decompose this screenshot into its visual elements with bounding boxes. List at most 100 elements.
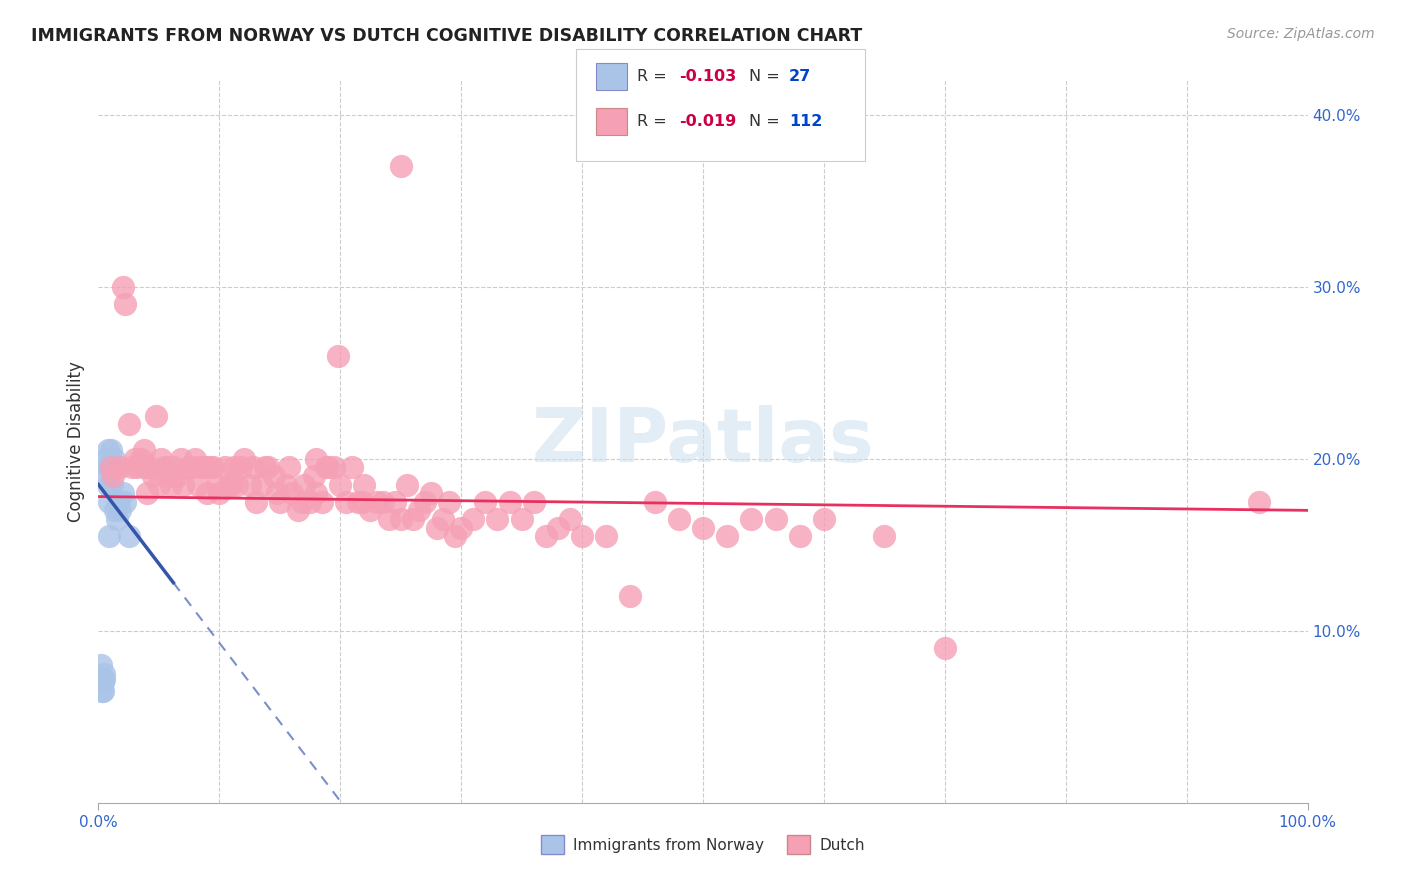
- Y-axis label: Cognitive Disability: Cognitive Disability: [66, 361, 84, 522]
- Text: -0.019: -0.019: [679, 114, 737, 128]
- Point: [114, 297, 136, 311]
- Point: [934, 640, 956, 655]
- Point: [316, 460, 339, 475]
- Point: [420, 486, 443, 500]
- Point: [245, 494, 267, 508]
- Point: [292, 477, 315, 491]
- Point: [426, 520, 449, 534]
- Text: Source: ZipAtlas.com: Source: ZipAtlas.com: [1227, 27, 1375, 41]
- Point: [91, 684, 114, 698]
- Point: [169, 451, 191, 466]
- Text: ZIPatlas: ZIPatlas: [531, 405, 875, 478]
- Point: [107, 494, 129, 508]
- Point: [153, 460, 176, 475]
- Point: [97, 443, 120, 458]
- Point: [111, 279, 134, 293]
- Point: [716, 529, 738, 543]
- Point: [93, 672, 115, 686]
- Point: [226, 477, 249, 491]
- Point: [184, 451, 207, 466]
- Point: [129, 451, 152, 466]
- Point: [366, 494, 388, 508]
- Point: [103, 451, 125, 466]
- Point: [94, 469, 117, 483]
- Point: [444, 529, 467, 543]
- Text: R =: R =: [637, 114, 672, 128]
- Point: [134, 460, 156, 475]
- Point: [789, 529, 811, 543]
- Point: [195, 486, 218, 500]
- Point: [287, 503, 309, 517]
- Point: [534, 529, 557, 543]
- Point: [595, 529, 617, 543]
- Point: [450, 520, 472, 534]
- Point: [395, 477, 418, 491]
- Point: [135, 486, 157, 500]
- Point: [498, 494, 520, 508]
- Point: [558, 512, 581, 526]
- Point: [94, 451, 117, 466]
- Point: [229, 460, 252, 475]
- Point: [100, 477, 122, 491]
- Text: IMMIGRANTS FROM NORWAY VS DUTCH COGNITIVE DISABILITY CORRELATION CHART: IMMIGRANTS FROM NORWAY VS DUTCH COGNITIV…: [31, 27, 862, 45]
- Point: [305, 486, 328, 500]
- Point: [187, 477, 209, 491]
- Point: [118, 417, 141, 432]
- Point: [104, 503, 127, 517]
- Point: [166, 469, 188, 483]
- Point: [218, 477, 240, 491]
- Point: [692, 520, 714, 534]
- Point: [108, 460, 131, 475]
- Point: [179, 460, 201, 475]
- Point: [353, 477, 375, 491]
- Text: -0.103: -0.103: [679, 70, 737, 84]
- Text: 27: 27: [789, 70, 811, 84]
- Point: [221, 477, 243, 491]
- Point: [101, 460, 124, 475]
- Point: [232, 451, 254, 466]
- Point: [326, 349, 349, 363]
- Point: [208, 486, 231, 500]
- Point: [377, 512, 399, 526]
- Point: [437, 494, 460, 508]
- Point: [408, 503, 430, 517]
- Point: [668, 512, 690, 526]
- Point: [105, 512, 128, 526]
- Text: 112: 112: [789, 114, 823, 128]
- Point: [463, 512, 485, 526]
- Point: [134, 443, 156, 458]
- Point: [214, 460, 236, 475]
- Point: [222, 460, 245, 475]
- Point: [256, 460, 278, 475]
- Point: [127, 460, 149, 475]
- Point: [335, 494, 357, 508]
- Point: [198, 460, 221, 475]
- Point: [281, 486, 304, 500]
- Point: [242, 460, 264, 475]
- Point: [100, 460, 122, 475]
- Point: [311, 494, 333, 508]
- Point: [91, 684, 114, 698]
- Point: [100, 443, 122, 458]
- Point: [290, 494, 312, 508]
- Text: N =: N =: [749, 114, 786, 128]
- Point: [181, 460, 204, 475]
- Point: [138, 460, 160, 475]
- Point: [269, 494, 291, 508]
- Point: [371, 494, 394, 508]
- Point: [347, 494, 370, 508]
- Point: [96, 460, 118, 475]
- Point: [98, 494, 121, 508]
- Point: [278, 460, 301, 475]
- Point: [98, 529, 121, 543]
- Point: [202, 460, 225, 475]
- Point: [402, 512, 425, 526]
- Point: [172, 477, 194, 491]
- Point: [486, 512, 509, 526]
- Point: [160, 477, 183, 491]
- Point: [315, 460, 337, 475]
- Point: [93, 666, 115, 681]
- Point: [619, 590, 641, 604]
- Point: [432, 512, 454, 526]
- Point: [121, 460, 143, 475]
